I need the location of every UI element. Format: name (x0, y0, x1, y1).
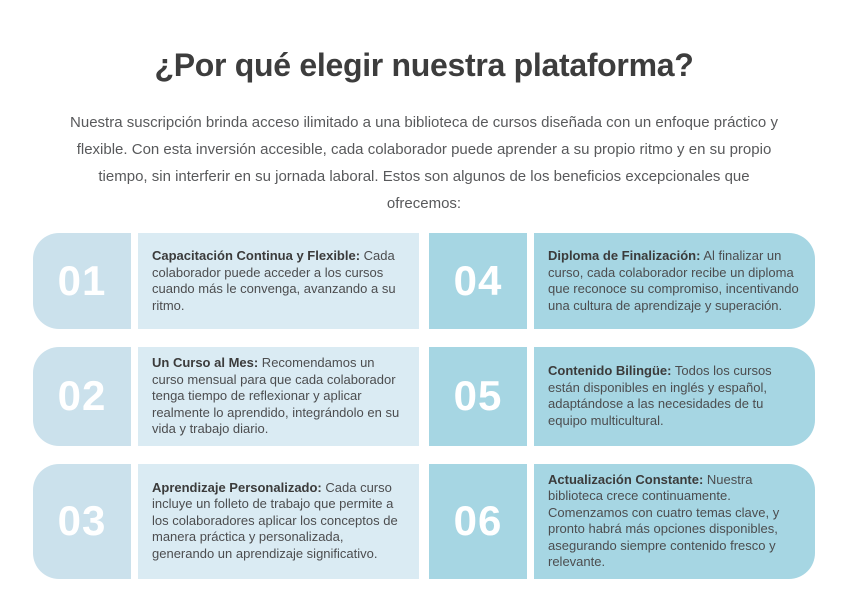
benefit-number: 06 (429, 463, 527, 579)
benefit-description: Al finalizar un curso, cada colaborador … (548, 248, 799, 313)
benefit-number: 04 (429, 233, 527, 329)
benefit-title: Diploma de Finalización: (548, 248, 701, 263)
benefit-title: Actualización Constante: (548, 471, 704, 487)
benefit-title: Aprendizaje Personalizado: (152, 479, 322, 495)
benefit-card: 03 Aprendizaje Personalizado: Cada curso… (33, 463, 419, 579)
intro-paragraph: Nuestra suscripción brinda acceso ilimit… (70, 114, 778, 212)
benefit-copy: Aprendizaje Personalizado: Cada curso in… (152, 480, 404, 563)
benefits-grid: 01 Capacitación Continua y Flexible: Cad… (33, 233, 815, 579)
benefit-text: Aprendizaje Personalizado: Cada curso in… (138, 463, 419, 579)
benefit-number: 01 (33, 233, 131, 329)
benefit-description: Todos los cursos están disponibles en in… (548, 363, 772, 428)
benefit-copy: Contenido Bilingüe: Todos los cursos est… (548, 363, 800, 429)
benefit-description: Cada curso incluye un folleto de trabajo… (152, 479, 398, 561)
benefit-text: Un Curso al Mes: Recomendamos un curso m… (138, 347, 419, 446)
benefit-description: Nuestra biblioteca crece continuamente. … (548, 471, 780, 570)
benefit-copy: Diploma de Finalización: Al finalizar un… (548, 248, 800, 314)
benefit-copy: Actualización Constante: Nuestra bibliot… (548, 472, 800, 571)
benefit-number: 02 (33, 347, 131, 446)
benefit-title: Capacitación Continua y Flexible: (152, 248, 361, 263)
benefit-title: Un Curso al Mes: (152, 355, 259, 370)
benefit-text: Capacitación Continua y Flexible: Cada c… (138, 233, 419, 329)
benefit-text: Diploma de Finalización: Al finalizar un… (534, 233, 815, 329)
benefit-title: Contenido Bilingüe: (548, 363, 672, 379)
benefit-number: 03 (33, 463, 131, 579)
benefit-description: Cada colaborador puede acceder a los cur… (152, 248, 396, 313)
benefit-card: 06 Actualización Constante: Nuestra bibl… (429, 463, 815, 579)
benefit-card: 04 Diploma de Finalización: Al finalizar… (429, 233, 815, 329)
benefit-text: Actualización Constante: Nuestra bibliot… (534, 463, 815, 579)
benefit-description: Recomendamos un curso mensual para que c… (152, 355, 400, 436)
benefit-card: 01 Capacitación Continua y Flexible: Cad… (33, 233, 419, 329)
benefit-copy: Capacitación Continua y Flexible: Cada c… (152, 248, 404, 314)
benefit-card: 05 Contenido Bilingüe: Todos los cursos … (429, 347, 815, 446)
benefit-card: 02 Un Curso al Mes: Recomendamos un curs… (33, 347, 419, 446)
benefit-number: 05 (429, 347, 527, 446)
benefit-copy: Un Curso al Mes: Recomendamos un curso m… (152, 355, 404, 438)
section-title: ¿Por qué elegir nuestra plataforma? (154, 47, 694, 83)
benefit-text: Contenido Bilingüe: Todos los cursos est… (534, 347, 815, 446)
